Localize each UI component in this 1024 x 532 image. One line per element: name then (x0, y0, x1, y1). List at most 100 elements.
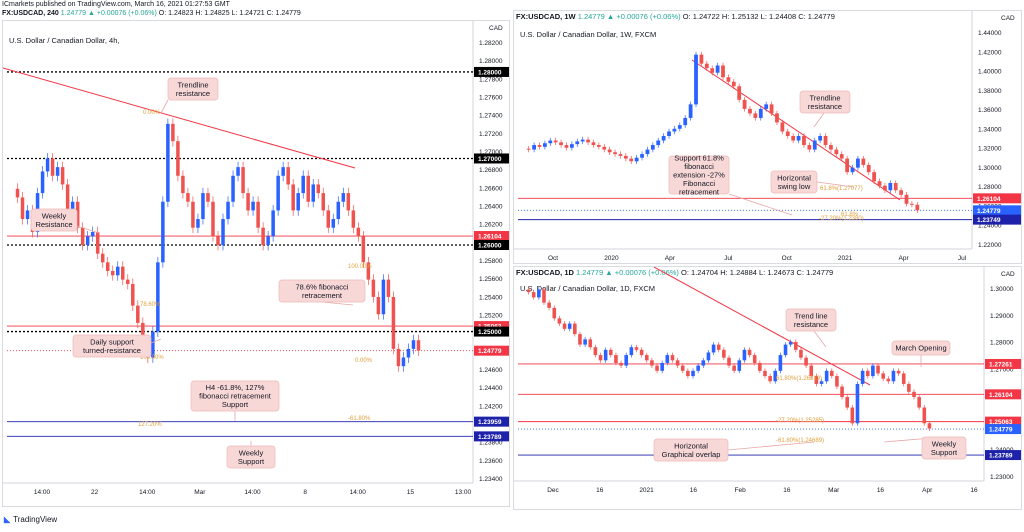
candle-body (121, 266, 125, 280)
candle-body (559, 142, 563, 146)
x-tick-label: 15 (407, 489, 415, 496)
callout-box (921, 436, 967, 460)
candle-body (871, 365, 875, 377)
price-level-tag-label: 1.26104 (989, 392, 1013, 399)
y-tick-label: 1.24200 (479, 403, 503, 410)
candle-body (799, 349, 803, 358)
x-tick-label: Oct (548, 255, 558, 262)
y-tick-label: 1.25800 (479, 258, 503, 265)
chart-d1-svg[interactable]: 1.300001.290001.280001.270001.260001.250… (514, 267, 1022, 510)
y-tick-label: 1.28000 (978, 184, 1002, 191)
candle-body (907, 383, 911, 392)
x-tick-label: 16 (690, 487, 698, 494)
callout-pointer (727, 441, 815, 451)
candle-body (866, 164, 871, 173)
candle-body (818, 136, 823, 141)
candle-body (829, 370, 834, 377)
candle-body (672, 128, 677, 132)
chart-panel-w1[interactable]: FX:USDCAD, 1W 1.24779 ▲ +0.00076 (+0.06%… (513, 10, 1022, 264)
candle-body (876, 365, 880, 374)
callout-text: Support 61.8% (674, 154, 724, 163)
currency-label: CAD (1001, 15, 1015, 22)
chart-h4-svg[interactable]: 1.282001.280001.278001.276001.274001.272… (3, 21, 510, 507)
candle-body (281, 167, 285, 176)
candle-body (769, 104, 774, 114)
x-tick-label: 13:00 (455, 489, 472, 496)
x-tick-label: Feb (735, 487, 747, 494)
y-tick-label: 1.24600 (479, 367, 503, 374)
callout-text: Fibonacci (683, 179, 715, 188)
candle-body (50, 158, 55, 176)
chart-w1-svg[interactable]: 1.44000 1.42000 1.40000 1.38000 1.36000 1.340… (514, 11, 1022, 264)
candle-body (783, 344, 788, 356)
callout-text: Trend line (794, 311, 827, 320)
candle-body (824, 370, 829, 382)
x-tick-label: Dec (547, 487, 559, 494)
fib-label: 127.20% (138, 422, 162, 428)
price-level-tag-label: 1.24779 (989, 427, 1013, 434)
price-level-tag-label: 1.26104 (977, 196, 1001, 203)
candle-body (856, 158, 860, 168)
price-level-tag-label: 1.25000 (478, 329, 502, 336)
tradingview-logo-icon: ◣ (4, 515, 11, 524)
price-level-tag (985, 389, 1021, 400)
candle-body (100, 253, 105, 263)
candle-body (90, 232, 95, 237)
candle-body (850, 167, 855, 173)
candle-body (351, 210, 356, 228)
callout-box (278, 279, 366, 303)
candle-body (607, 149, 612, 153)
callout-text: March Opening (895, 344, 946, 353)
price-level-tag-label: 1.24779 (478, 348, 502, 355)
x-tick-label: Jul (724, 255, 733, 262)
x-tick-label: 14:00 (350, 489, 367, 496)
candle-body (747, 349, 752, 356)
callout-box (891, 340, 951, 356)
price-level-tag-label: 1.26104 (478, 234, 502, 241)
x-tick-label: 16 (877, 487, 885, 494)
candle-body (812, 140, 817, 150)
price-level-tag (985, 424, 1021, 435)
candle-body (316, 184, 321, 194)
candle-body (629, 158, 634, 162)
candle-body (569, 144, 574, 148)
candle-body (915, 204, 920, 211)
candle-body (763, 370, 767, 377)
candle-body (809, 365, 814, 377)
trendline (691, 59, 901, 201)
candle-body (331, 219, 336, 228)
candle-body (883, 185, 887, 191)
candle-body (624, 355, 629, 366)
x-tick-label: 14:00 (139, 489, 156, 496)
candle-body (306, 175, 310, 202)
chart-panel-d1[interactable]: FX:USDCAD, 1D 1.24779 ▲ +0.00076 (+0.06%… (513, 266, 1022, 510)
candle-body (752, 355, 757, 363)
callout-box (668, 155, 730, 195)
callout-text: resistance (794, 320, 828, 329)
candle-body (780, 122, 785, 132)
candle-body (40, 171, 45, 194)
y-tick-label: 1.42000 (978, 49, 1002, 56)
candle-body (731, 81, 736, 87)
price-level-tag (985, 416, 1021, 427)
candle-body (381, 279, 386, 315)
candle-body (785, 131, 790, 136)
y-tick-label: 1.27600 (479, 95, 503, 102)
chart-panel-h4[interactable]: U.S. Dollar / Canadian Dollar, 4h, 1.282… (2, 20, 510, 507)
candle-body (126, 279, 130, 284)
callout-text: retracement (302, 291, 343, 300)
callout-box (190, 380, 280, 412)
y-tick-label: 1.25400 (479, 294, 503, 301)
candle-body (598, 355, 603, 361)
callout-text: Daily support (90, 337, 135, 346)
callout-text: swing low (778, 182, 811, 191)
candle-body (758, 108, 763, 118)
price-level-tag (973, 214, 1021, 225)
candle-body (764, 104, 769, 109)
tradingview-logo[interactable]: ◣ TradingView (4, 515, 58, 524)
y-tick-label: 1.24000 (978, 223, 1002, 230)
candle-body (55, 167, 60, 176)
candle-body (699, 54, 704, 64)
candle-body (710, 68, 715, 73)
candle-body (608, 349, 613, 356)
